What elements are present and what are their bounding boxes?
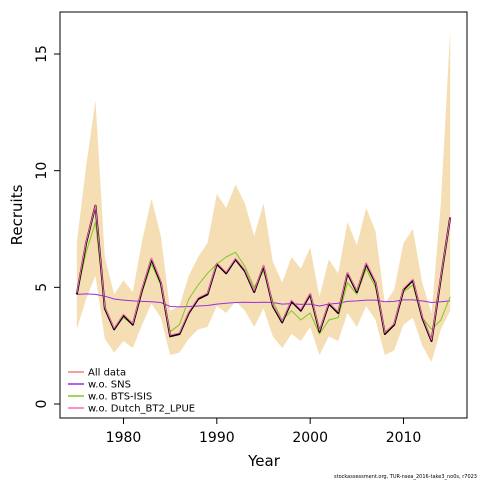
x-tick-label: 2000 (292, 430, 328, 446)
legend-label: w.o. SNS (88, 380, 131, 391)
x-axis: 1980 1990 2000 2010 (106, 417, 422, 446)
y-tick-label: 0 (34, 400, 50, 409)
x-tick-label: 1990 (199, 430, 235, 446)
confidence-band-layer (76, 30, 451, 362)
y-tick-label: 5 (34, 283, 50, 292)
series-lines-layer (75, 204, 452, 342)
legend-label: w.o. Dutch_BT2_LPUE (88, 404, 195, 415)
x-tick-label: 1980 (106, 430, 142, 446)
x-axis-title: Year (247, 452, 281, 470)
confidence-band (76, 30, 451, 362)
y-tick-label: 15 (34, 45, 50, 63)
y-axis-title: Recruits (8, 184, 26, 245)
series-line-w-o-dutch (76, 205, 451, 341)
legend-label: w.o. BTS-ISIS (88, 392, 152, 403)
y-tick-label: 10 (34, 162, 50, 180)
footnote: stockassessment.org, TUR-nsea_2016-take3… (334, 474, 477, 480)
y-axis: 0 5 10 15 (34, 45, 61, 409)
legend-label: All data (88, 368, 126, 379)
x-tick-label: 2010 (386, 430, 422, 446)
